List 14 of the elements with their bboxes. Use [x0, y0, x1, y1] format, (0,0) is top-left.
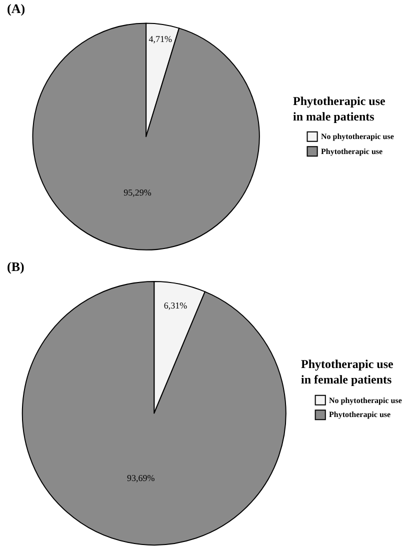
legend-title: Phytotherapic use in male patients	[293, 94, 386, 124]
chart-title: (B)	[7, 259, 24, 274]
chart-title: (A)	[7, 1, 26, 16]
data-label: 93,69%	[127, 472, 156, 483]
legend-label: Phytotherapic use	[329, 410, 391, 419]
legend-title: Phytotherapic use in female patients	[301, 357, 394, 387]
data-label: 95,29%	[124, 188, 152, 198]
data-label: 6,31%	[164, 300, 188, 310]
legend-label: No phytotherapic use	[321, 132, 394, 141]
data-label: 4,71%	[148, 34, 172, 44]
pie-slice	[32, 22, 260, 250]
legend-label: Phytotherapic use	[321, 147, 383, 156]
legend-label: No phytotherapic use	[329, 396, 402, 405]
pie-slice	[22, 281, 286, 546]
